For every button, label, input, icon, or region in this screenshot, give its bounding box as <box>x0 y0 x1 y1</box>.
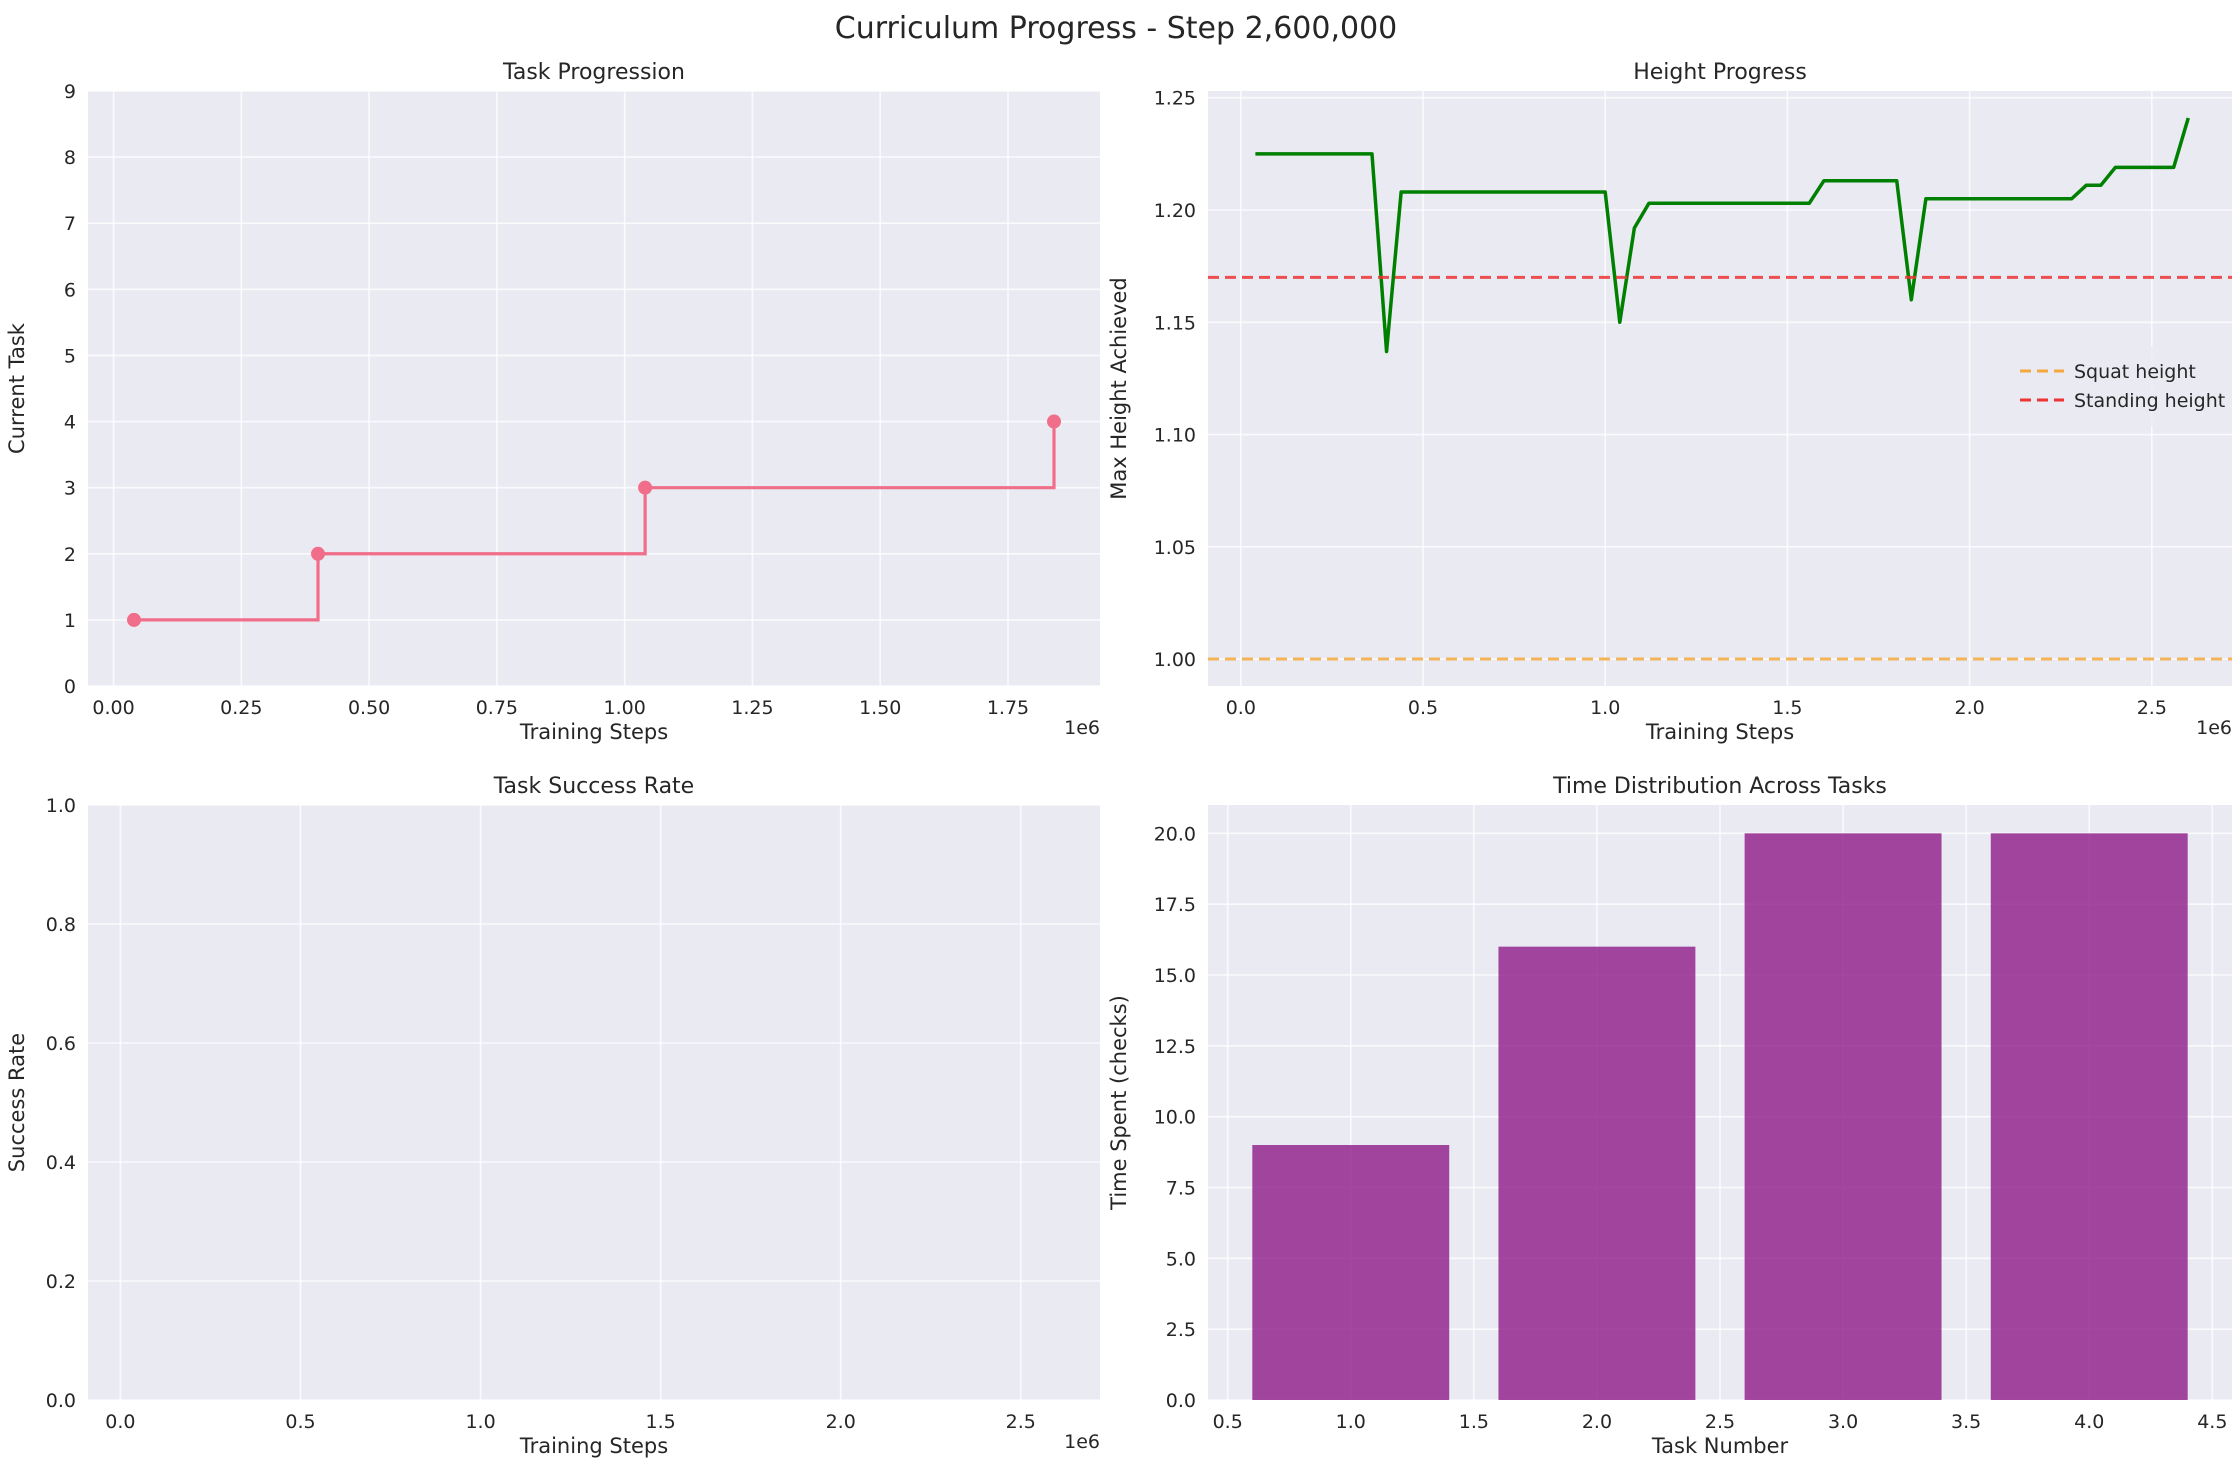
x-tick-label: 2.5 <box>1705 1411 1735 1433</box>
y-tick-label: 1 <box>64 610 76 632</box>
y-tick-label: 3 <box>64 478 76 500</box>
y-tick-label: 1.05 <box>1154 537 1196 559</box>
y-tick-label: 20.0 <box>1154 823 1196 845</box>
x-tick-label: 0.00 <box>92 697 134 719</box>
y-tick-label: 1.10 <box>1154 425 1196 447</box>
chart-title: Time Distribution Across Tasks <box>1552 774 1887 799</box>
y-tick-label: 6 <box>64 279 76 301</box>
x-tick-label: 4.0 <box>2074 1411 2104 1433</box>
y-tick-label: 0.6 <box>46 1033 76 1055</box>
y-tick-label: 7.5 <box>1166 1178 1196 1200</box>
y-tick-label: 5.0 <box>1166 1248 1196 1270</box>
chart-panel-2: 0.0 0.5 1.0 1.5 2.0 2.5 1.00 1.05 1.10 1.15 1.20 1.… <box>1107 60 2232 744</box>
x-tick-label: 0.5 <box>1408 697 1438 719</box>
y-tick-label: 1.00 <box>1154 649 1196 671</box>
x-tick-label: 3.5 <box>1951 1411 1981 1433</box>
chart-title: Task Progression <box>502 60 685 85</box>
figure-title: Curriculum Progress - Step 2,600,000 <box>835 11 1398 46</box>
x-offset-label: 1e6 <box>2196 717 2232 739</box>
x-tick-label: 0.75 <box>476 697 518 719</box>
x-tick-label: 1.75 <box>987 697 1029 719</box>
y-tick-label: 0 <box>64 676 76 698</box>
x-tick-label: 1.0 <box>1590 697 1620 719</box>
bar-task-3 <box>1744 833 1942 1400</box>
x-tick-label: 0.5 <box>285 1411 315 1433</box>
x-tick-label: 1.0 <box>465 1411 495 1433</box>
x-tick-label: 1.0 <box>1336 1411 1366 1433</box>
y-tick-label: 2.5 <box>1166 1319 1196 1341</box>
x-tick-label: 0.0 <box>105 1411 135 1433</box>
plot-area <box>88 805 1100 1400</box>
y-tick-label: 2 <box>64 544 76 566</box>
x-tick-label: 1.5 <box>1772 697 1802 719</box>
x-axis-label: Training Steps <box>519 720 668 744</box>
y-tick-label: 7 <box>64 213 76 235</box>
x-offset-label: 1e6 <box>1064 717 1100 739</box>
y-axis-label: Success Rate <box>5 1033 29 1172</box>
x-tick-label: 2.5 <box>2137 697 2167 719</box>
y-tick-label: 0.0 <box>1166 1390 1196 1412</box>
x-tick-label: 1.50 <box>859 697 901 719</box>
legend-box <box>2010 346 2224 426</box>
y-tick-label: 0.8 <box>46 914 76 936</box>
y-axis-label: Max Height Achieved <box>1107 277 1131 499</box>
y-tick-label: 4 <box>64 412 76 434</box>
y-tick-label: 0.2 <box>46 1271 76 1293</box>
x-tick-label: 3.0 <box>1828 1411 1858 1433</box>
y-tick-label: 12.5 <box>1154 1036 1196 1058</box>
x-tick-label: 1.00 <box>604 697 646 719</box>
chart-title: Task Success Rate <box>493 774 694 799</box>
y-tick-label: 0.0 <box>46 1390 76 1412</box>
y-axis-label: Time Spent (checks) <box>1107 995 1131 1211</box>
y-tick-label: 1.15 <box>1154 312 1196 334</box>
x-axis-label: Training Steps <box>519 1434 668 1458</box>
plot-area <box>88 91 1100 686</box>
y-tick-label: 8 <box>64 147 76 169</box>
task-marker <box>1047 414 1061 429</box>
bar-task-4 <box>1990 833 2188 1400</box>
task-marker <box>127 612 141 627</box>
y-tick-label: 1.0 <box>46 795 76 817</box>
task-marker <box>311 546 325 561</box>
bar-task-2 <box>1498 946 1696 1400</box>
x-tick-label: 1.5 <box>646 1411 676 1433</box>
x-tick-label: 0.5 <box>1213 1411 1243 1433</box>
x-tick-label: 1.5 <box>1459 1411 1489 1433</box>
task-step-line <box>134 421 1056 622</box>
y-tick-label: 5 <box>64 345 76 367</box>
y-tick-label: 9 <box>64 81 76 103</box>
x-tick-label: 0.25 <box>220 697 262 719</box>
bar-task-1 <box>1252 1145 1450 1400</box>
x-tick-label: 2.5 <box>1006 1411 1036 1433</box>
legend-label: Standing height <box>2074 390 2225 412</box>
y-tick-label: 1.20 <box>1154 200 1196 222</box>
y-tick-label: 0.4 <box>46 1152 76 1174</box>
y-tick-label: 15.0 <box>1154 965 1196 987</box>
x-tick-label: 2.0 <box>1955 697 1985 719</box>
x-offset-label: 1e6 <box>1064 1431 1100 1453</box>
legend-label: Squat height <box>2074 361 2196 383</box>
x-axis-label: Training Steps <box>1645 720 1794 744</box>
x-tick-label: 0.0 <box>1226 697 1256 719</box>
y-tick-label: 17.5 <box>1154 894 1196 916</box>
x-tick-label: 4.5 <box>2197 1411 2227 1433</box>
y-tick-label: 10.0 <box>1154 1107 1196 1129</box>
x-tick-label: 0.50 <box>348 697 390 719</box>
chart-title: Height Progress <box>1633 60 1807 85</box>
y-tick-label: 1.25 <box>1154 88 1196 110</box>
x-tick-label: 1.25 <box>731 697 773 719</box>
task-marker <box>638 480 653 495</box>
chart-panel-4: 0.5 1.0 1.5 2.0 2.5 3.0 3.5 4.0 4.5 0.0 2.5 5.0 7.5 1… <box>1107 774 2232 1458</box>
x-axis-label: Task Number <box>1651 1434 1789 1458</box>
chart-panel-1: 0.00 0.25 0.50 0.75 1.00 1.25 1.50 1.75 0 1 2 3 4 5 6 7… <box>5 60 1100 744</box>
height-series-line <box>1255 117 2190 354</box>
legend: Squat height Standing height <box>2010 346 2225 426</box>
y-axis-label: Current Task <box>5 322 29 454</box>
chart-panel-3: 0.0 0.5 1.0 1.5 2.0 2.5 0.0 0.2 0.4 0.6 0.8 1.0 Task… <box>5 774 1100 1458</box>
x-tick-label: 2.0 <box>826 1411 856 1433</box>
x-tick-label: 2.0 <box>1582 1411 1612 1433</box>
